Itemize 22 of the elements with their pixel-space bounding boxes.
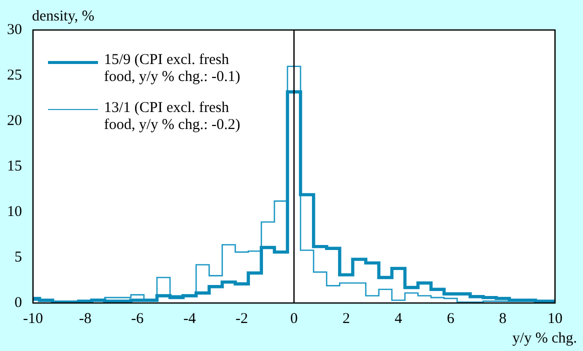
x-tick-label: -6 [131, 310, 144, 327]
x-tick-label: 10 [548, 310, 562, 327]
x-tick-label: -4 [183, 310, 196, 327]
x-tick-label: -2 [236, 310, 248, 327]
x-tick-label: -8 [78, 310, 92, 327]
y-tick-label: 0 [14, 294, 22, 311]
y-axis-title: density, % [32, 8, 94, 24]
x-tick-label: 4 [394, 310, 403, 327]
x-tick-label: 0 [290, 310, 298, 327]
y-tick-label: 15 [7, 158, 22, 174]
y-tick-label: 20 [7, 112, 22, 129]
x-axis-title: y/y % chg. [512, 330, 577, 346]
x-tick-label: 8 [499, 310, 507, 327]
y-tick-label: 30 [7, 22, 22, 38]
y-tick-label: 10 [7, 204, 22, 220]
x-tick-label: 6 [446, 310, 455, 327]
legend-label: 13/1 (CPI excl. fresh food, y/y % chg.: -0.2) [104, 100, 242, 134]
x-tick-label: -10 [23, 310, 43, 327]
y-tick-label: 25 [7, 67, 22, 84]
legend-label: 15/9 (CPI excl. fresh food, y/y % chg.: -0.1) [104, 52, 242, 86]
x-tick-label: 2 [342, 310, 350, 327]
y-tick-label: 5 [14, 249, 22, 266]
